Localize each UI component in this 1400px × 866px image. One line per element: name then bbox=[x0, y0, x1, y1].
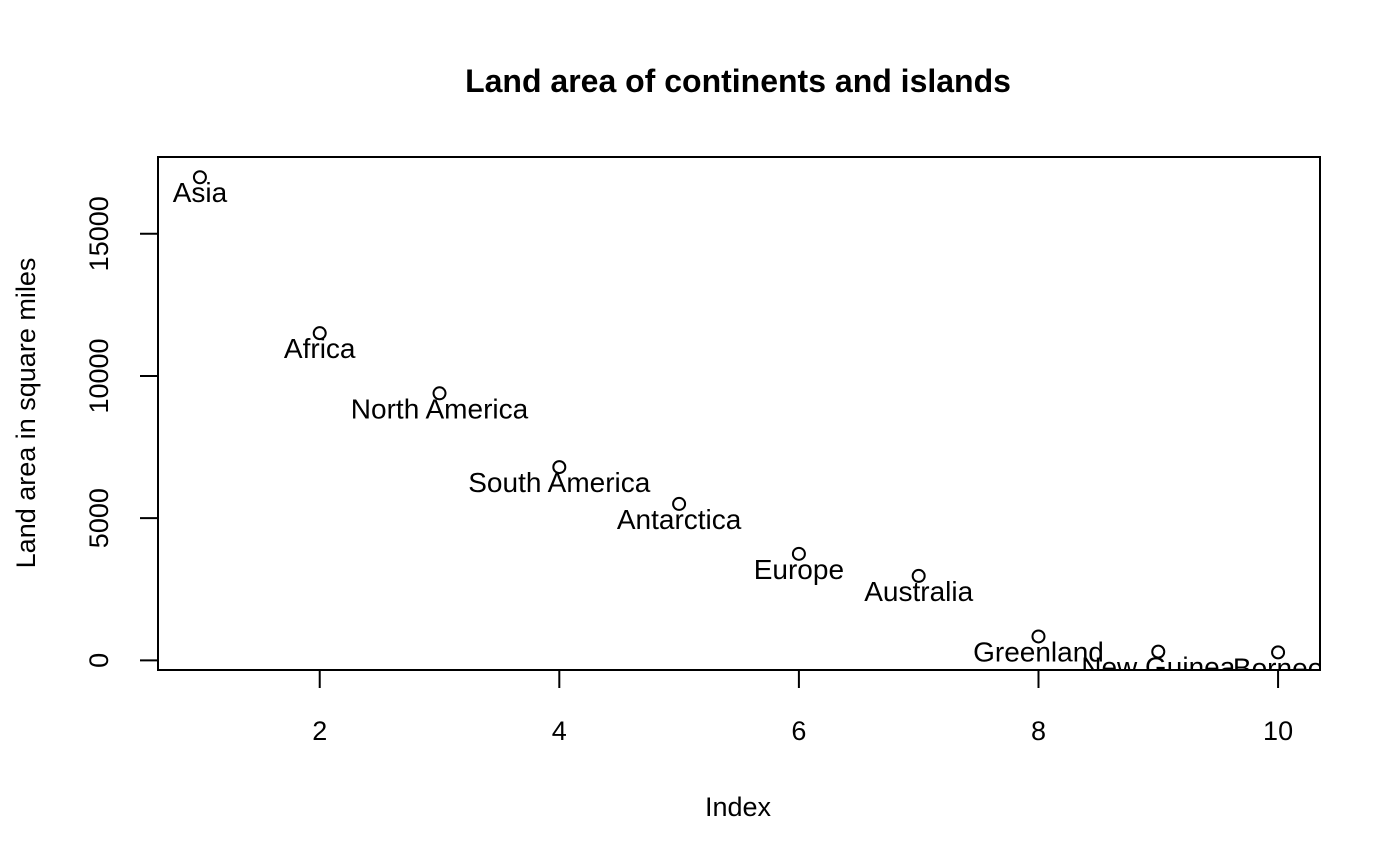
data-point bbox=[552, 460, 567, 475]
y-tick-label: 15000 bbox=[84, 196, 114, 271]
data-point bbox=[672, 496, 687, 511]
chart-title: Land area of continents and islands bbox=[465, 63, 1011, 99]
point-label: Africa bbox=[284, 333, 356, 364]
point-label: North America bbox=[351, 393, 529, 424]
point-label: Borneo bbox=[1233, 652, 1323, 683]
y-axis-label: Land area in square miles bbox=[11, 258, 41, 569]
y-tick-label: 10000 bbox=[84, 338, 114, 413]
data-point bbox=[911, 568, 926, 583]
data-point bbox=[1031, 629, 1046, 644]
plot-frame bbox=[157, 156, 1321, 671]
point-label: Antarctica bbox=[617, 504, 742, 535]
y-tick-label: 5000 bbox=[84, 488, 114, 548]
point-label: Asia bbox=[173, 177, 228, 208]
x-tick-label: 10 bbox=[1263, 716, 1293, 746]
data-point bbox=[1271, 645, 1286, 660]
y-axis: 0 5000 10000 15000 bbox=[84, 196, 159, 668]
point-label: Australia bbox=[864, 576, 973, 607]
point-label: Greenland bbox=[973, 636, 1104, 667]
x-tick-label: 8 bbox=[1031, 716, 1046, 746]
point-labels: Asia Africa North America South America Anta… bbox=[173, 177, 1323, 683]
data-point bbox=[312, 326, 327, 341]
x-tick-label: 2 bbox=[312, 716, 327, 746]
x-axis-label: Index bbox=[705, 792, 772, 822]
x-tick-label: 6 bbox=[791, 716, 806, 746]
data-point bbox=[432, 386, 447, 401]
data-point bbox=[192, 170, 207, 185]
x-axis: 2 4 6 8 10 bbox=[312, 669, 1293, 746]
data-point bbox=[1151, 644, 1166, 659]
x-tick-label: 4 bbox=[552, 716, 567, 746]
data-point bbox=[791, 546, 806, 561]
point-label: South America bbox=[468, 467, 651, 498]
point-label: Europe bbox=[754, 554, 844, 585]
y-tick-label: 0 bbox=[84, 653, 114, 668]
data-points bbox=[192, 170, 1286, 660]
point-label: New Guinea bbox=[1081, 652, 1236, 683]
